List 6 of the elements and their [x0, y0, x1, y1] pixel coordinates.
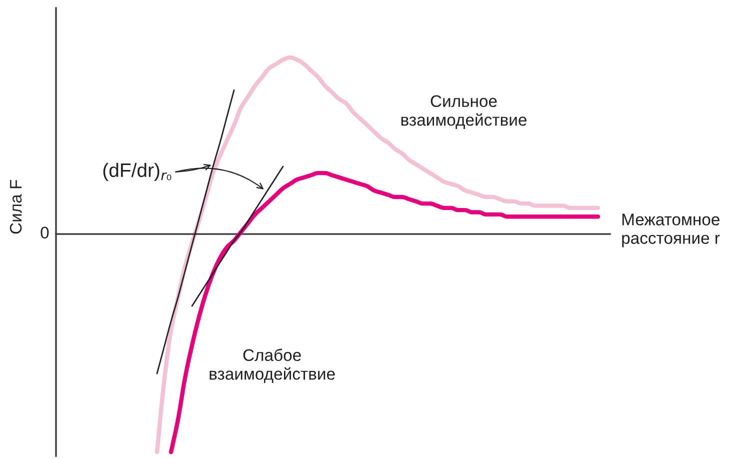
text: Сила F — [10, 180, 22, 234]
series-label: Сильное взаимодействие — [401, 95, 526, 129]
series-label: Слабое взаимодействие — [210, 348, 335, 383]
x-axis-title: Межатомное расстояние r — [622, 214, 720, 248]
annotation: (dF/dr)$_{r₀}$ — [103, 162, 172, 181]
text: 0 — [40, 226, 49, 239]
